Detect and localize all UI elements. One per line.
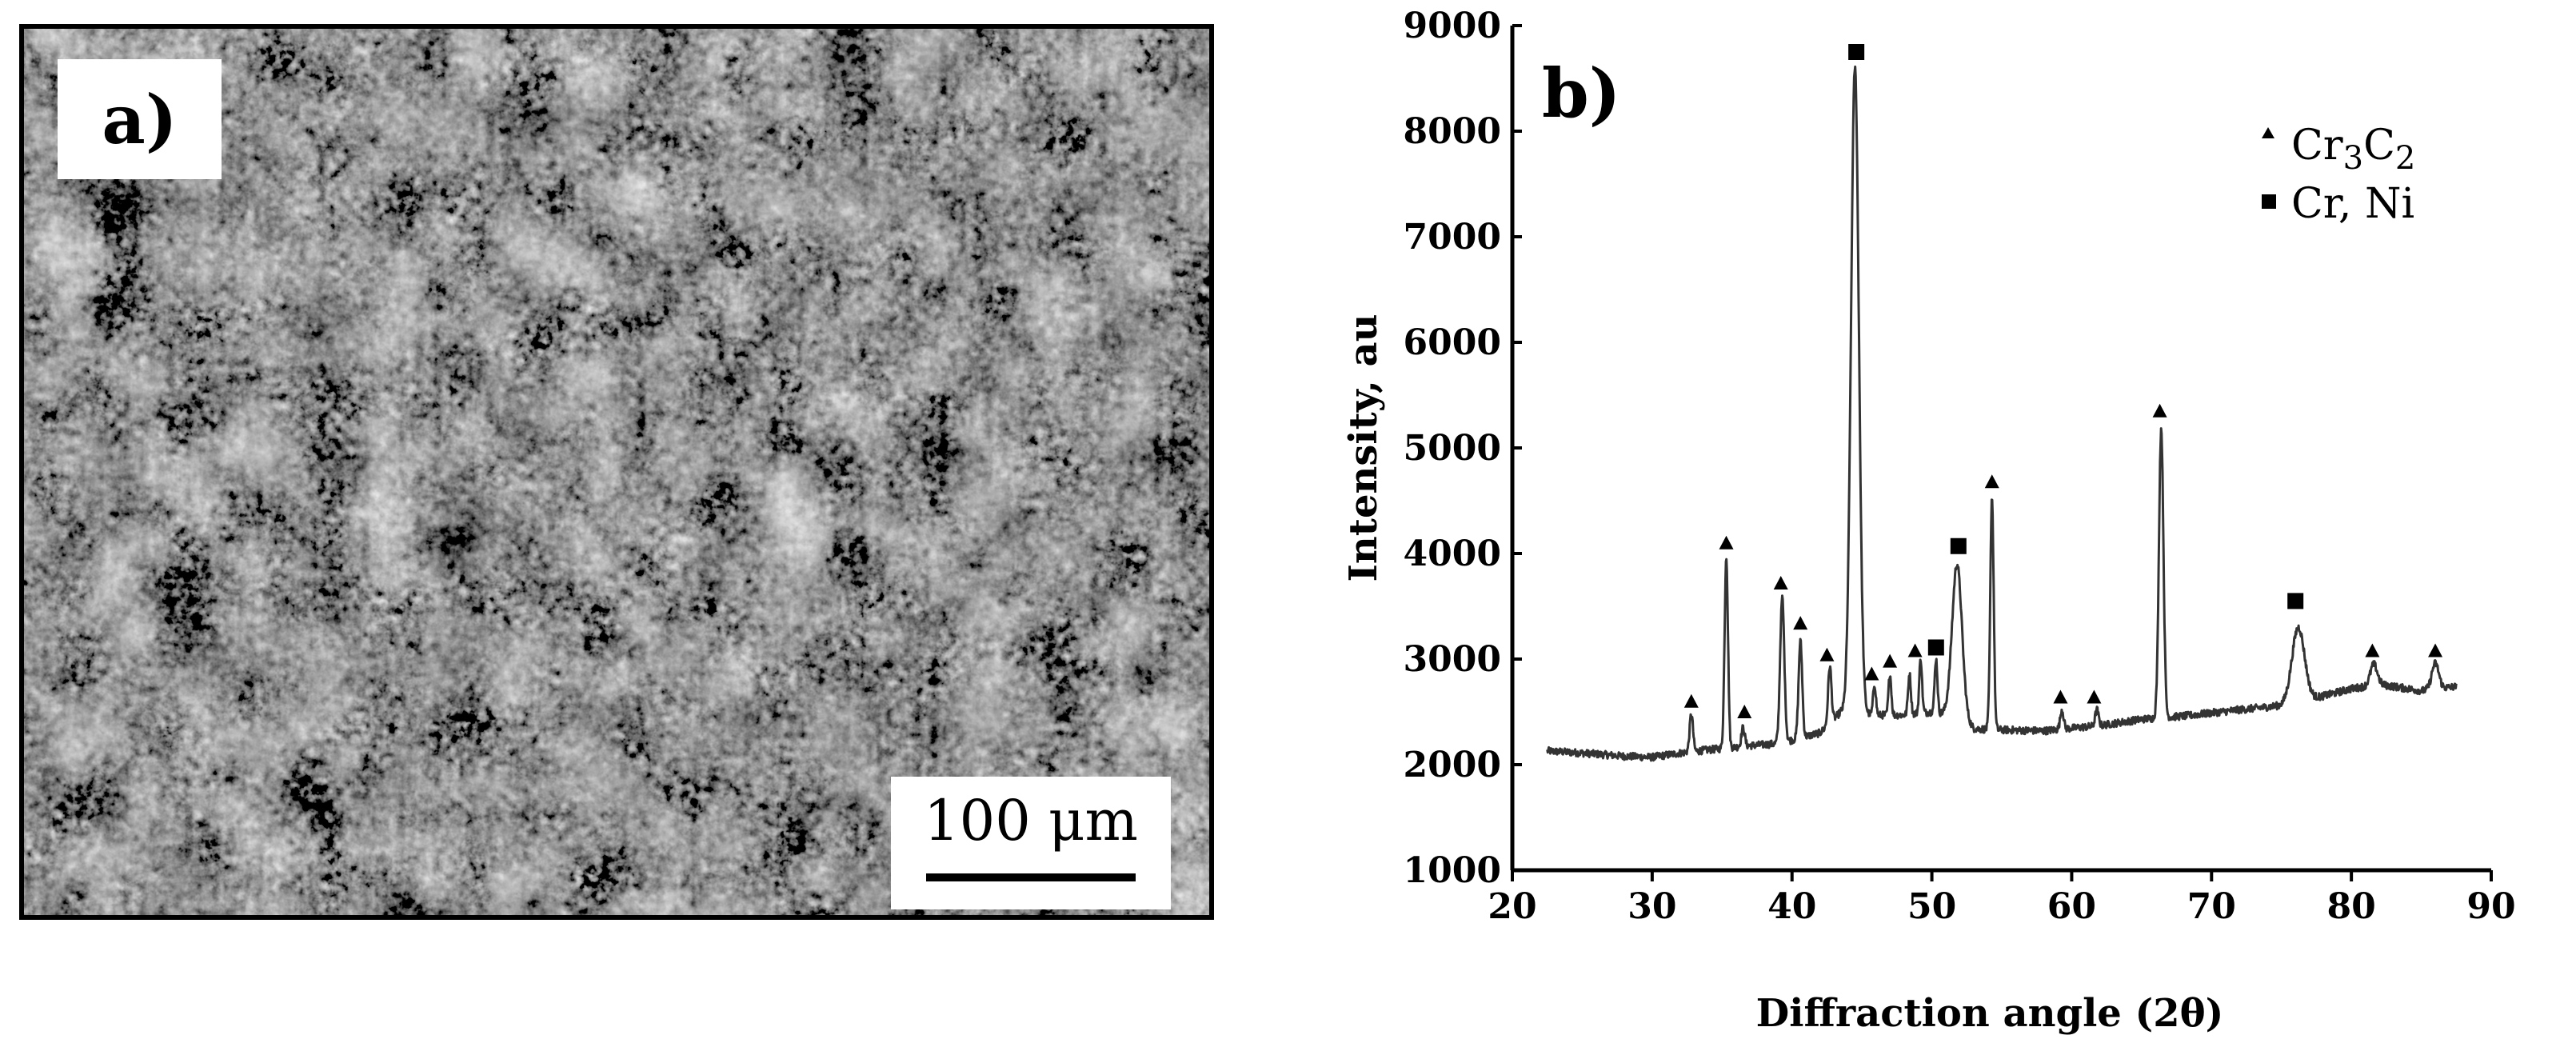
chart-markers: [1683, 44, 2443, 718]
chart-series: [1546, 65, 2458, 762]
y-tick-label: 4000: [1404, 533, 1501, 574]
x-axis-title: Diffraction angle (2θ): [1756, 991, 2224, 1036]
legend-triangle-marker: [2262, 127, 2274, 138]
y-tick-label: 2000: [1404, 745, 1501, 785]
cr3c2-peak-marker: [1864, 666, 1879, 681]
cr3c2-peak-marker: [2152, 403, 2167, 418]
cr3c2-peak-marker: [1719, 535, 1734, 549]
scale-bar: 100 μm: [891, 777, 1171, 909]
y-tick-label: 1000: [1404, 850, 1501, 891]
x-tick-label: 40: [1767, 886, 1816, 927]
scale-bar-line: [926, 873, 1136, 881]
legend-text-part: Cr: [2291, 122, 2343, 170]
sem-micrograph-panel: a) 100 μm: [19, 24, 1214, 920]
chart-ticks: 1000 2000 3000 4000 5000 6000 7000 8000 9000 20 30…: [1404, 6, 2516, 927]
cr3c2-peak-marker: [1683, 693, 1699, 708]
y-tick-label: 3000: [1404, 639, 1501, 680]
panel-a-label: a): [58, 59, 222, 179]
cr3c2-peak-marker: [1793, 616, 1808, 630]
y-tick-label: 5000: [1404, 428, 1501, 469]
y-tick-label: 8000: [1404, 111, 1501, 152]
cr3c2-peak-marker: [2428, 643, 2443, 657]
legend-text-part: C: [2363, 122, 2395, 170]
chart-legend: Cr3C2 Cr, Ni: [2262, 122, 2415, 228]
cr3c2-peak-marker: [1984, 474, 1999, 489]
y-tick-label: 9000: [1404, 6, 1501, 46]
xrd-chart: 1000 2000 3000 4000 5000 6000 7000 8000 9000 20 30…: [1341, 6, 2516, 1036]
x-tick-label: 30: [1627, 886, 1676, 927]
panel-b-label: b): [1542, 54, 1620, 133]
y-tick-label: 7000: [1404, 217, 1501, 258]
legend-item-cr-ni: Cr, Ni: [2291, 180, 2414, 228]
x-tick-label: 20: [1488, 886, 1536, 927]
x-tick-label: 50: [1907, 886, 1956, 927]
cr3c2-peak-marker: [2053, 689, 2068, 704]
cr3c2-peak-marker: [1773, 575, 1788, 589]
x-tick-label: 60: [2047, 886, 2096, 927]
cr-ni-peak-marker: [1848, 44, 1865, 60]
y-axis-title: Intensity, au: [1341, 314, 1386, 581]
scale-bar-label: 100 μm: [924, 788, 1138, 853]
cr3c2-peak-marker: [2087, 689, 2102, 704]
cr3c2-peak-marker: [1819, 647, 1835, 661]
xrd-pattern-line: [1546, 65, 2458, 762]
x-tick-label: 80: [2327, 886, 2376, 927]
sem-micrograph-image: [24, 29, 1209, 915]
cr3c2-peak-marker: [1737, 705, 1752, 718]
x-tick-label: 70: [2187, 886, 2236, 927]
legend-item-cr3c2: Cr3C2: [2291, 122, 2415, 177]
cr3c2-peak-marker: [1907, 643, 1923, 657]
y-tick-label: 6000: [1404, 322, 1501, 363]
legend-square-marker: [2262, 194, 2276, 209]
cr-ni-peak-marker: [1927, 639, 1944, 656]
cr-ni-peak-marker: [2287, 593, 2304, 609]
cr-ni-peak-marker: [1950, 537, 1967, 554]
xrd-chart-panel: 1000 2000 3000 4000 5000 6000 7000 8000 9000 20 30…: [1264, 0, 2576, 1055]
cr3c2-peak-marker: [2365, 643, 2380, 657]
legend-subscript-1: 3: [2343, 140, 2363, 177]
x-tick-label: 90: [2466, 886, 2515, 927]
legend-subscript-2: 2: [2395, 140, 2415, 177]
cr3c2-peak-marker: [1883, 653, 1898, 668]
